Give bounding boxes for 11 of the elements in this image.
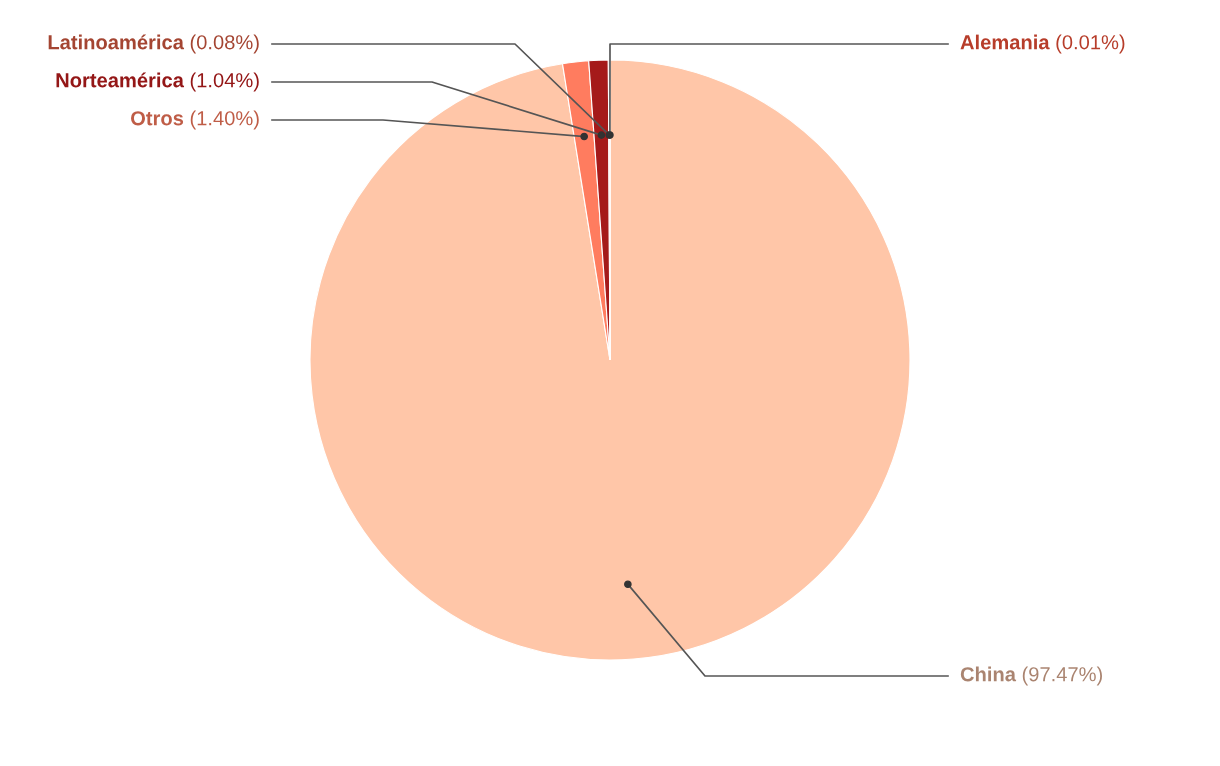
data-label: (0.01%) xyxy=(1056,34,1125,54)
slice-label: Otros xyxy=(131,111,184,126)
data-label: (1.04%) xyxy=(190,72,259,92)
slice-label: China xyxy=(960,666,1017,682)
slice-label: Norteamérica xyxy=(56,72,185,88)
data-label: (1.40%) xyxy=(190,110,259,130)
data-label: (97.47%) xyxy=(1022,666,1102,686)
slice-label: Latinoamérica xyxy=(48,34,185,50)
slice-label: Alemania xyxy=(960,34,1050,50)
data-label: (0.08%) xyxy=(190,34,259,54)
pie-slice xyxy=(309,59,911,661)
